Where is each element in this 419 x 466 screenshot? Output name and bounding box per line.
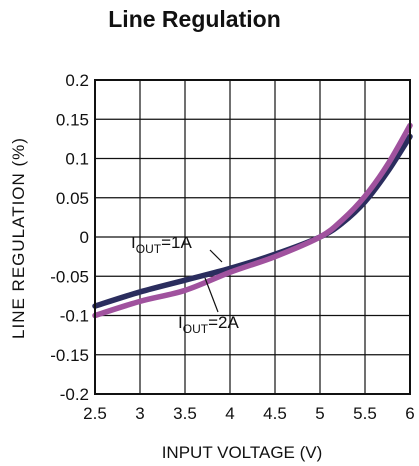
x-axis-label: INPUT VOLTAGE (V) bbox=[162, 443, 323, 462]
annotation-main: I bbox=[178, 313, 183, 332]
series-line-1 bbox=[92, 122, 413, 319]
y-tick-label: -0.2 bbox=[60, 385, 89, 404]
x-tick-label: 4 bbox=[225, 404, 234, 423]
y-tick-labels: 0.2 0.15 0.1 0.05 0 -0.05 -0.1 -0.15 -0.2 bbox=[50, 71, 89, 404]
y-tick-label: 0.2 bbox=[65, 71, 89, 90]
plot-frame bbox=[94, 79, 411, 395]
x-tick-label: 6 bbox=[405, 404, 414, 423]
y-tick-label: -0.05 bbox=[50, 267, 89, 286]
x-tick-label: 2.5 bbox=[83, 404, 107, 423]
x-tick-label: 5.5 bbox=[353, 404, 377, 423]
x-tick-label: 3.5 bbox=[173, 404, 197, 423]
annotation-iout-1a: IOUT=1A bbox=[131, 233, 192, 256]
grid-lines bbox=[94, 79, 411, 395]
annotation-main: I bbox=[131, 233, 136, 252]
annotation-subscript: OUT bbox=[136, 242, 162, 256]
annotation-leader-iout-2a bbox=[204, 277, 219, 313]
y-tick-label: -0.15 bbox=[50, 346, 89, 365]
annotation-rest: =2A bbox=[208, 313, 239, 332]
annotation-leader-iout-1a bbox=[209, 249, 223, 263]
chart-title: Line Regulation bbox=[108, 6, 281, 32]
x-tick-label: 5 bbox=[315, 404, 324, 423]
x-tick-labels: 2.5 3 3.5 4 4.5 5 5.5 6 bbox=[83, 404, 415, 423]
x-tick-label: 3 bbox=[135, 404, 144, 423]
annotation-subscript: OUT bbox=[183, 322, 209, 336]
y-axis-label: LINE REGULATION (%) bbox=[9, 137, 28, 339]
y-tick-label: -0.1 bbox=[60, 307, 89, 326]
annotation-iout-2a: IOUT=2A bbox=[178, 313, 239, 336]
series-line-0 bbox=[92, 133, 413, 309]
y-tick-label: 0.15 bbox=[56, 110, 89, 129]
series-layer bbox=[92, 122, 413, 319]
x-tick-label: 4.5 bbox=[263, 404, 287, 423]
y-tick-label: 0 bbox=[80, 228, 89, 247]
y-tick-label: 0.1 bbox=[65, 150, 89, 169]
annotation-rest: =1A bbox=[161, 233, 192, 252]
y-tick-label: 0.05 bbox=[56, 189, 89, 208]
annotations: IOUT=1A IOUT=2A bbox=[131, 233, 239, 336]
